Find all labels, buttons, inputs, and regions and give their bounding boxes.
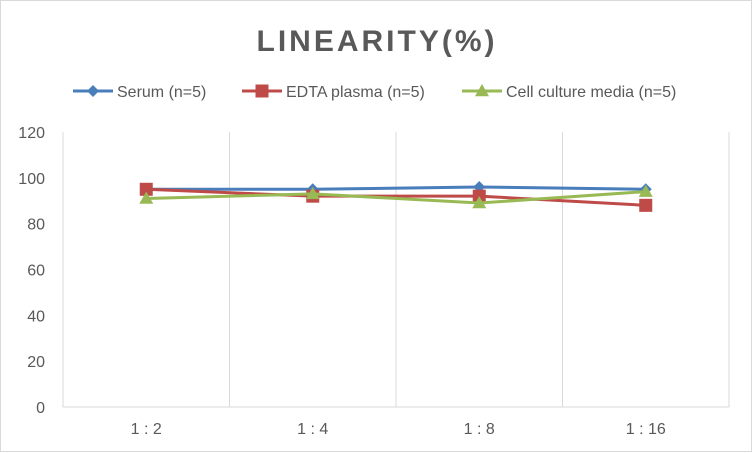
x-tick-label: 1 : 2 xyxy=(131,421,162,438)
x-axis-tick-labels: 1 : 2 1 : 4 1 : 8 1 : 16 xyxy=(131,421,666,438)
legend-marker xyxy=(255,84,269,98)
legend-item: EDTA plasma (n=5) xyxy=(242,84,425,101)
legend-label: Cell culture media (n=5) xyxy=(506,84,676,101)
legend-marker xyxy=(475,84,489,97)
y-tick-label: 20 xyxy=(27,354,45,371)
y-tick-label: 0 xyxy=(36,400,45,417)
data-point xyxy=(139,191,154,204)
legend-label: Serum (n=5) xyxy=(117,84,206,101)
legend-item: Serum (n=5) xyxy=(73,84,206,101)
y-tick-label: 120 xyxy=(18,125,45,142)
y-axis-tick-labels: 0 20 40 60 80 100 120 xyxy=(18,125,45,417)
series-line xyxy=(146,185,646,191)
series-layer xyxy=(139,181,653,212)
x-tick-label: 1 : 4 xyxy=(297,421,328,438)
chart-title: LINEARITY(%) xyxy=(257,25,498,58)
legend-item: Cell culture media (n=5) xyxy=(462,84,676,101)
data-point xyxy=(638,184,653,197)
series-line xyxy=(146,190,646,205)
series-triangle xyxy=(139,184,653,209)
x-tick-label: 1 : 16 xyxy=(626,421,666,438)
y-tick-label: 100 xyxy=(18,171,45,188)
y-tick-label: 60 xyxy=(27,263,45,280)
series-square xyxy=(139,182,653,212)
legend-marker xyxy=(87,85,99,97)
legend: Serum (n=5) EDTA plasma (n=5) Cell culture… xyxy=(73,84,676,101)
data-point xyxy=(139,182,153,196)
series-line xyxy=(146,187,646,207)
data-point xyxy=(639,198,653,212)
legend-label: EDTA plasma (n=5) xyxy=(286,84,425,101)
x-tick-label: 1 : 8 xyxy=(464,421,495,438)
data-point xyxy=(472,196,487,209)
gridlines xyxy=(62,132,730,408)
data-point xyxy=(305,186,320,200)
y-tick-label: 80 xyxy=(27,217,45,234)
y-tick-label: 40 xyxy=(27,308,45,325)
